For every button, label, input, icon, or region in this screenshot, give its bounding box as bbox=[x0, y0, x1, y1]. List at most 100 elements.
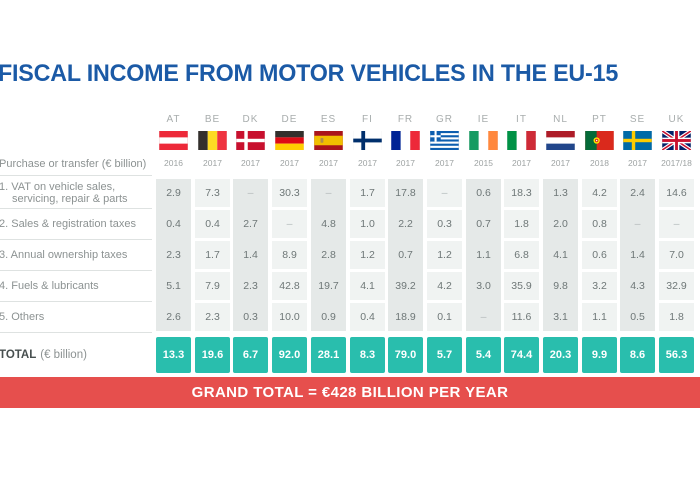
total-row-label: TOTAL (€ billion) bbox=[0, 337, 151, 373]
value-cell-gr-row3: 1.2 bbox=[427, 241, 462, 269]
column-stripe-dk bbox=[233, 179, 268, 331]
total-cell-es: 28.1 bbox=[311, 337, 346, 373]
value-cell-nl-row5: 3.1 bbox=[553, 311, 568, 323]
column-header-de: DE bbox=[281, 114, 298, 125]
total-cell-gr: 5.7 bbox=[427, 337, 462, 373]
value-cell-pt-row5: 1.1 bbox=[582, 303, 617, 331]
column-stripe-fr bbox=[388, 179, 423, 331]
column-header-at: AT bbox=[166, 114, 181, 125]
flag-it-icon bbox=[507, 131, 536, 150]
flag-fi-icon bbox=[353, 131, 382, 150]
label-separator-5 bbox=[0, 332, 152, 333]
flag-uk-icon bbox=[662, 131, 691, 150]
value-cell-gr-row4: 4.2 bbox=[427, 272, 462, 300]
column-header-se: SE bbox=[629, 114, 646, 125]
value-cell-dk-row1: – bbox=[247, 187, 254, 199]
column-header-gr: GR bbox=[436, 114, 453, 125]
value-cell-uk-row1: 14.6 bbox=[659, 179, 694, 207]
value-cell-se-row4: 4.3 bbox=[630, 280, 645, 292]
label-separator-1 bbox=[0, 208, 152, 209]
value-cell-se-row3: 1.4 bbox=[630, 249, 645, 261]
year-cell-it: 2017 bbox=[512, 158, 531, 168]
column-stripe-se bbox=[620, 179, 655, 331]
value-cell-fi-row4: 4.1 bbox=[350, 272, 385, 300]
value-cell-be-row1: 7.3 bbox=[195, 179, 230, 207]
total-cell-pt: 9.9 bbox=[582, 337, 617, 373]
label-separator-2 bbox=[0, 239, 152, 240]
value-cell-be-row4: 7.9 bbox=[195, 272, 230, 300]
column-header-dk: DK bbox=[242, 114, 259, 125]
total-cell-it: 74.4 bbox=[504, 337, 539, 373]
value-cell-de-row5: 10.0 bbox=[272, 303, 307, 331]
total-cell-be: 19.6 bbox=[195, 337, 230, 373]
value-cell-be-row3: 1.7 bbox=[195, 241, 230, 269]
value-cell-ie-row1: 0.6 bbox=[476, 187, 491, 199]
value-cell-fr-row2: 2.2 bbox=[398, 218, 413, 230]
total-cell-fi: 8.3 bbox=[350, 337, 385, 373]
grand-total-text: GRAND TOTAL = €428 BILLION PER YEAR bbox=[191, 384, 509, 401]
column-header-pt: PT bbox=[592, 114, 607, 125]
value-cell-fi-row3: 1.2 bbox=[350, 241, 385, 269]
value-cell-es-row2: 4.8 bbox=[321, 218, 336, 230]
value-cell-dk-row5: 0.3 bbox=[243, 311, 258, 323]
value-cell-de-row1: 30.3 bbox=[272, 179, 307, 207]
column-header-nl: NL bbox=[553, 114, 568, 125]
year-cell-se: 2017 bbox=[628, 158, 647, 168]
total-label-bold: TOTAL bbox=[0, 349, 37, 361]
value-cell-at-row3: 2.3 bbox=[166, 249, 181, 261]
value-cell-it-row3: 6.8 bbox=[504, 241, 539, 269]
value-cell-fr-row1: 17.8 bbox=[395, 187, 416, 199]
year-cell-be: 2017 bbox=[203, 158, 222, 168]
column-header-fi: FI bbox=[362, 114, 373, 125]
value-cell-pt-row1: 4.2 bbox=[582, 179, 617, 207]
total-cell-nl: 20.3 bbox=[543, 337, 578, 373]
total-cell-dk: 6.7 bbox=[233, 337, 268, 373]
value-cell-se-row1: 2.4 bbox=[630, 187, 645, 199]
value-cell-se-row2: – bbox=[634, 218, 641, 230]
value-cell-fr-row3: 0.7 bbox=[398, 249, 413, 261]
value-cell-pt-row2: 0.8 bbox=[582, 210, 617, 238]
grand-total-banner: GRAND TOTAL = €428 BILLION PER YEAR bbox=[0, 377, 700, 408]
year-cell-at: 2016 bbox=[164, 158, 183, 168]
value-cell-fi-row1: 1.7 bbox=[350, 179, 385, 207]
value-cell-be-row2: 0.4 bbox=[195, 210, 230, 238]
flag-gr-icon bbox=[430, 131, 459, 150]
year-row-label: Purchase or transfer (€ billion) bbox=[0, 158, 147, 170]
year-cell-nl: 2017 bbox=[551, 158, 570, 168]
value-cell-it-row4: 35.9 bbox=[504, 272, 539, 300]
value-cell-at-row5: 2.6 bbox=[166, 311, 181, 323]
value-cell-dk-row4: 2.3 bbox=[243, 280, 258, 292]
page-title: FISCAL INCOME FROM MOTOR VEHICLES IN THE… bbox=[0, 60, 619, 87]
value-cell-gr-row1: – bbox=[427, 179, 462, 207]
year-cell-es: 2017 bbox=[319, 158, 338, 168]
label-separator-3 bbox=[0, 270, 152, 271]
total-cell-de: 92.0 bbox=[272, 337, 307, 373]
label-separator-4 bbox=[0, 301, 152, 302]
value-cell-gr-row2: 0.3 bbox=[427, 210, 462, 238]
year-cell-dk: 2017 bbox=[241, 158, 260, 168]
value-cell-be-row5: 2.3 bbox=[195, 303, 230, 331]
value-cell-dk-row3: 1.4 bbox=[243, 249, 258, 261]
column-header-ie: IE bbox=[477, 114, 490, 125]
value-cell-nl-row1: 1.3 bbox=[553, 187, 568, 199]
value-cell-ie-row4: 3.0 bbox=[476, 280, 491, 292]
total-label-unit: (€ billion) bbox=[40, 349, 87, 361]
value-cell-it-row1: 18.3 bbox=[504, 179, 539, 207]
column-stripe-es bbox=[311, 179, 346, 331]
total-cell-at: 13.3 bbox=[156, 337, 191, 373]
value-cell-ie-row2: 0.7 bbox=[476, 218, 491, 230]
flag-ie-icon bbox=[469, 131, 498, 150]
row-label-3: 3. Annual ownership taxes bbox=[0, 248, 128, 261]
value-cell-fi-row5: 0.4 bbox=[350, 303, 385, 331]
value-cell-dk-row2: 2.7 bbox=[243, 218, 258, 230]
flag-pt-icon bbox=[585, 131, 614, 150]
column-header-it: IT bbox=[516, 114, 527, 125]
column-stripe-ie bbox=[466, 179, 501, 331]
value-cell-it-row5: 11.6 bbox=[504, 303, 539, 331]
value-cell-pt-row4: 3.2 bbox=[582, 272, 617, 300]
value-cell-uk-row3: 7.0 bbox=[659, 241, 694, 269]
total-cell-uk: 56.3 bbox=[659, 337, 694, 373]
value-cell-at-row2: 0.4 bbox=[166, 218, 181, 230]
year-cell-gr: 2017 bbox=[435, 158, 454, 168]
